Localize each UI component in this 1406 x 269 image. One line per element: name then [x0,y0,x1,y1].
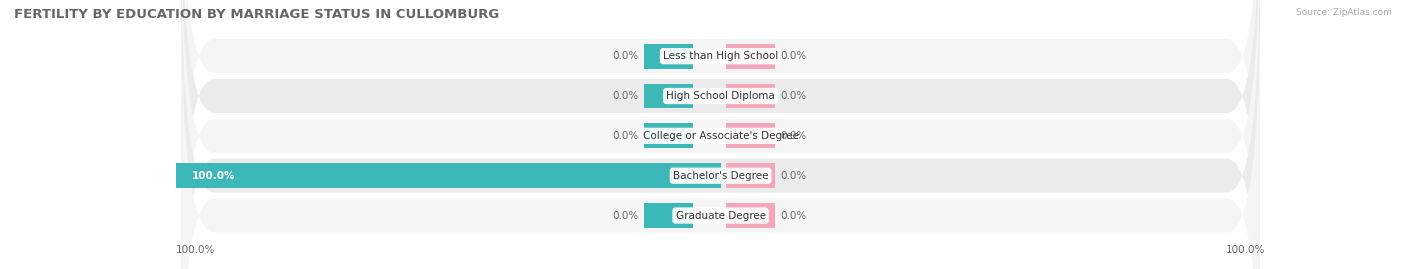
Bar [644,84,693,108]
Text: 0.0%: 0.0% [780,91,807,101]
Text: 0.0%: 0.0% [613,131,638,141]
Bar [725,84,775,108]
Bar [725,44,775,69]
Text: FERTILITY BY EDUCATION BY MARRIAGE STATUS IN CULLOMBURG: FERTILITY BY EDUCATION BY MARRIAGE STATU… [14,8,499,21]
Text: 100.0%: 100.0% [176,245,215,255]
FancyBboxPatch shape [181,0,1260,269]
Text: High School Diploma: High School Diploma [666,91,775,101]
Text: Graduate Degree: Graduate Degree [675,211,766,221]
FancyBboxPatch shape [181,0,1260,269]
FancyBboxPatch shape [181,0,1260,269]
Bar [644,44,693,69]
Text: 0.0%: 0.0% [780,131,807,141]
Text: Source: ZipAtlas.com: Source: ZipAtlas.com [1296,8,1392,17]
Text: 100.0%: 100.0% [193,171,236,181]
Bar [644,203,693,228]
Text: Bachelor's Degree: Bachelor's Degree [673,171,768,181]
Bar [725,163,775,188]
Bar [644,123,693,148]
FancyBboxPatch shape [181,0,1260,269]
Text: 0.0%: 0.0% [780,211,807,221]
Text: 0.0%: 0.0% [613,211,638,221]
Text: College or Associate's Degree: College or Associate's Degree [643,131,799,141]
Text: 100.0%: 100.0% [1226,245,1265,255]
Text: Less than High School: Less than High School [664,51,778,61]
Bar [725,123,775,148]
Text: 0.0%: 0.0% [613,91,638,101]
Bar [725,203,775,228]
Text: 0.0%: 0.0% [780,171,807,181]
Text: 0.0%: 0.0% [613,51,638,61]
Text: 0.0%: 0.0% [780,51,807,61]
Bar [176,163,721,188]
FancyBboxPatch shape [181,0,1260,269]
